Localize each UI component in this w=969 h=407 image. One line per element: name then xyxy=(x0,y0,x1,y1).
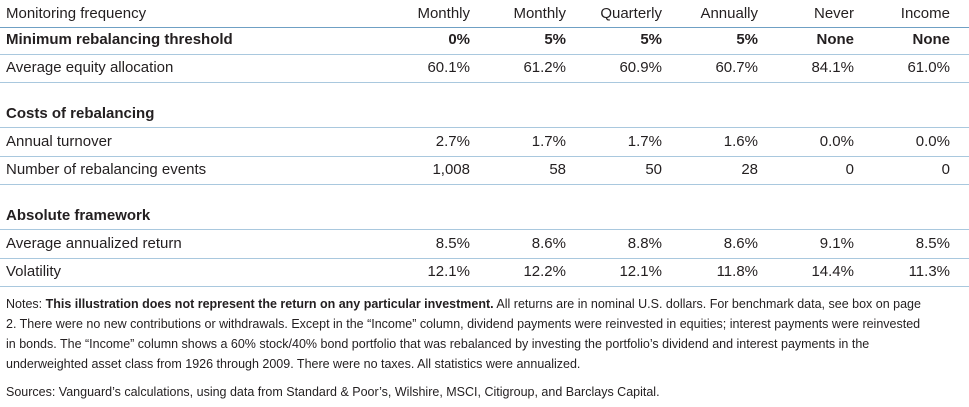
row-value: 8.5% xyxy=(435,235,470,252)
header-label: Monitoring frequency xyxy=(6,5,147,22)
row-label: Average annualized return xyxy=(6,235,182,252)
row-value: 60.7% xyxy=(715,59,758,76)
rule xyxy=(0,184,969,185)
row-value: 1.6% xyxy=(723,133,758,150)
header-value: Monthly xyxy=(513,5,566,22)
notes: Notes: This illustration does not repres… xyxy=(6,294,926,374)
header-value: Quarterly xyxy=(600,5,662,22)
row-value: 8.6% xyxy=(723,235,758,252)
row-label: Average equity allocation xyxy=(6,59,174,76)
section-title: Costs of rebalancing xyxy=(6,105,155,122)
row-value: 0.0% xyxy=(915,133,950,150)
row-value: 50 xyxy=(645,161,662,178)
row-value: 58 xyxy=(549,161,566,178)
row-value: 61.2% xyxy=(523,59,566,76)
row-value: 61.0% xyxy=(907,59,950,76)
row-value: 14.4% xyxy=(811,263,854,280)
header-value: Monthly xyxy=(417,5,470,22)
header-value: Income xyxy=(900,5,950,22)
row-value: 60.9% xyxy=(619,59,662,76)
rule xyxy=(0,258,969,259)
section-title: Absolute framework xyxy=(6,207,151,224)
row-value: 1,008 xyxy=(432,161,470,178)
row-value: 8.8% xyxy=(627,235,662,252)
row-label: Minimum rebalancing threshold xyxy=(6,31,233,48)
notes-text: All returns are in nominal U.S. dollars.… xyxy=(6,297,921,371)
header-value: Never xyxy=(813,5,854,22)
rule xyxy=(0,286,969,287)
rule xyxy=(0,156,969,157)
row-value: None xyxy=(912,31,951,48)
row-label: Number of rebalancing events xyxy=(6,161,207,178)
row-value: 8.5% xyxy=(915,235,950,252)
rule xyxy=(0,27,969,28)
row-value: 0 xyxy=(941,161,950,178)
row-value: 60.1% xyxy=(427,59,470,76)
row-value: 8.6% xyxy=(531,235,566,252)
row-value: 5% xyxy=(640,31,662,48)
row-value: None xyxy=(816,31,855,48)
rule xyxy=(0,229,969,230)
row-value: 5% xyxy=(736,31,758,48)
row-value: 0 xyxy=(845,161,854,178)
row-value: 1.7% xyxy=(531,133,566,150)
row-value: 84.1% xyxy=(811,59,854,76)
row-value: 1.7% xyxy=(627,133,662,150)
row-value: 9.1% xyxy=(819,235,854,252)
row-value: 2.7% xyxy=(435,133,470,150)
row-value: 0.0% xyxy=(819,133,854,150)
row-value: 11.3% xyxy=(908,263,950,280)
row-value: 5% xyxy=(544,31,566,48)
header-value: Annually xyxy=(700,5,758,22)
row-value: 28 xyxy=(741,161,758,178)
rule xyxy=(0,127,969,128)
row-value: 12.2% xyxy=(523,263,566,280)
notes-label: Notes: xyxy=(6,297,43,311)
rule xyxy=(0,54,969,55)
rule xyxy=(0,82,969,83)
row-value: 12.1% xyxy=(427,263,470,280)
sources: Sources: Vanguard’s calculations, using … xyxy=(6,385,660,399)
row-label: Annual turnover xyxy=(6,133,112,150)
row-value: 0% xyxy=(448,31,470,48)
notes-emphasis: This illustration does not represent the… xyxy=(45,297,494,311)
row-label: Volatility xyxy=(6,263,62,280)
row-value: 12.1% xyxy=(619,263,662,280)
row-value: 11.8% xyxy=(716,263,758,280)
